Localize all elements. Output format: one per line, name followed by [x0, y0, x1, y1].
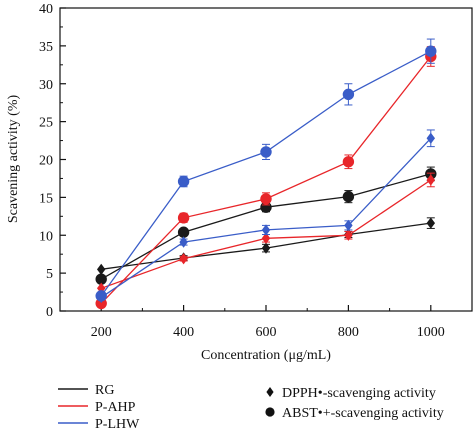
data-point-diamond [344, 219, 353, 232]
series-line [100, 56, 432, 304]
data-point-circle [260, 146, 272, 158]
legend-line-label: P-LHW [95, 417, 140, 432]
series [95, 38, 437, 310]
data-point-circle [425, 45, 437, 57]
legend-line-label: RG [95, 383, 114, 398]
data-point-diamond [179, 253, 188, 265]
data-point-diamond [426, 217, 436, 229]
legend-marker-label: ABST•+-scavenging activity [282, 406, 444, 421]
x-tick-label: 400 [173, 325, 194, 340]
y-tick-label: 0 [46, 305, 53, 320]
data-point-circle [342, 190, 355, 203]
data-point-diamond [261, 242, 271, 254]
legend-diamond-marker [266, 387, 274, 397]
y-tick-label: 10 [39, 229, 53, 244]
data-point-diamond [426, 174, 436, 186]
data-point-diamond [261, 232, 271, 244]
legend-line-label: P-AHP [95, 400, 136, 415]
data-point-diamond [344, 229, 353, 241]
data-point-circle [95, 290, 107, 302]
x-axis-label: Concentration (μg/mL) [201, 348, 331, 363]
legend: RG P-AHP P-LHW DPPH•-scavenging activity ABS… [58, 383, 444, 432]
data-point-circle [342, 88, 355, 101]
y-tick-label: 5 [46, 267, 53, 282]
x-tick-label: 1000 [417, 325, 445, 340]
y-tick-label: 25 [39, 116, 53, 131]
legend-marker-label: DPPH•-scavenging activity [282, 386, 436, 401]
data-point-circle [342, 156, 355, 168]
data-point-circle [177, 226, 190, 238]
series-line [100, 50, 432, 297]
data-point-diamond [261, 224, 271, 236]
y-tick-label: 30 [39, 78, 53, 93]
y-tick-label: 35 [39, 40, 53, 55]
legend-circle-marker [265, 407, 275, 417]
data-point-circle [177, 175, 190, 188]
data-point-diamond [179, 236, 188, 248]
data-point-circle [177, 212, 190, 224]
series-p-ahp-abts [95, 46, 437, 310]
data-point-circle [260, 193, 272, 205]
ticks: 0 5 10 15 20 25 30 35 40 200 400 600 800 1000 [39, 2, 445, 340]
x-tick-label: 800 [338, 325, 359, 340]
data-point-diamond [96, 263, 106, 275]
x-tick-label: 600 [256, 325, 277, 340]
y-axis-label: Scavening activity (%) [6, 95, 21, 224]
data-point-diamond [426, 132, 436, 144]
x-tick-label: 200 [91, 325, 112, 340]
series-p-lhw-abts [95, 38, 437, 302]
y-tick-label: 15 [39, 191, 53, 206]
series-line [100, 137, 432, 298]
y-tick-label: 40 [39, 2, 53, 17]
y-tick-label: 20 [39, 154, 53, 169]
